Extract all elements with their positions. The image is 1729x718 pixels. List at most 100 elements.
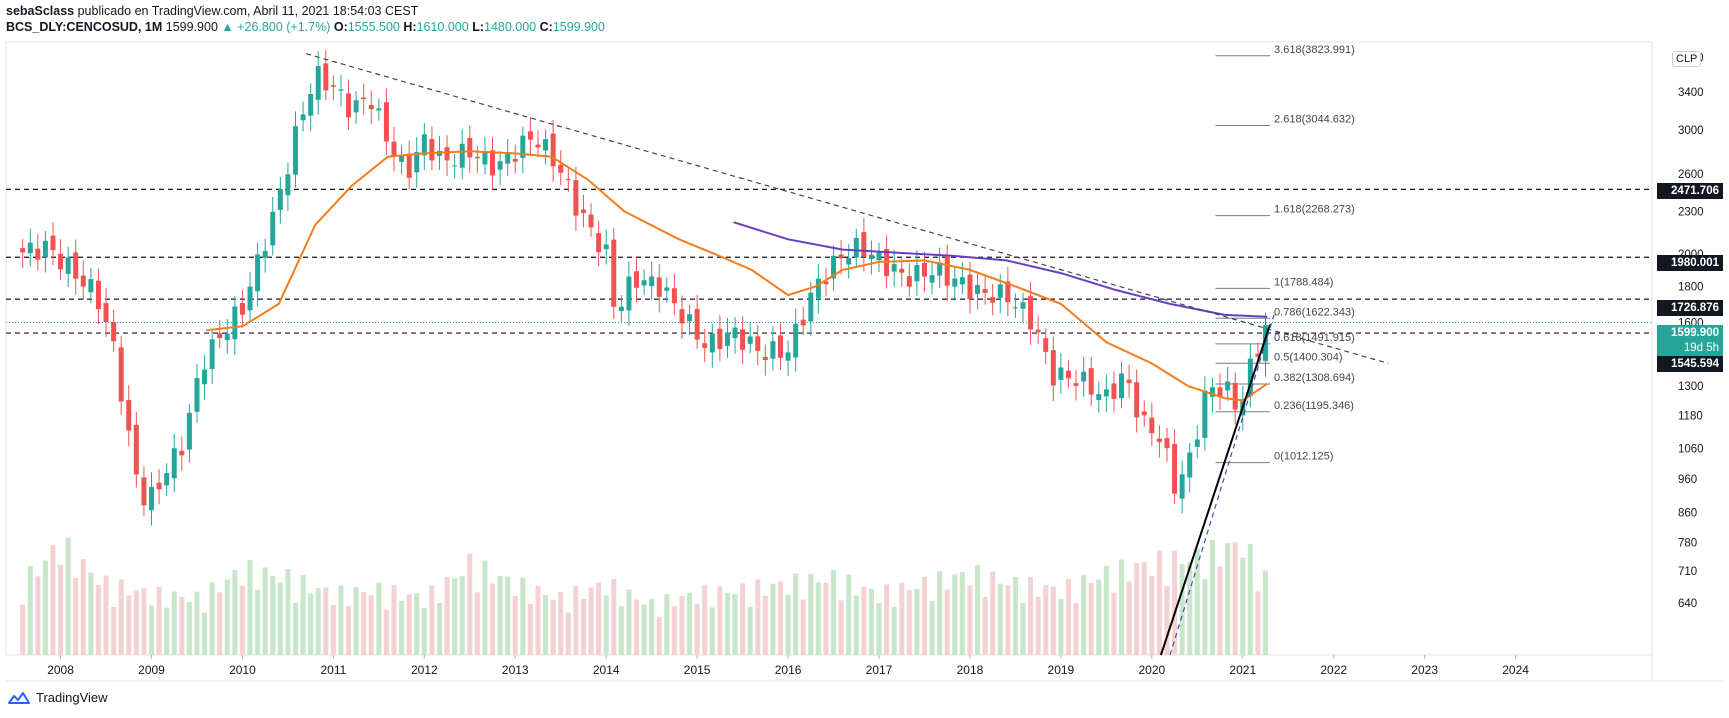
volume-bar bbox=[641, 604, 647, 655]
volume-bar bbox=[149, 605, 155, 655]
candle-body bbox=[611, 239, 617, 307]
time-tick-label: 2021 bbox=[1229, 663, 1256, 677]
volume-bar bbox=[277, 582, 283, 655]
candle-body bbox=[308, 93, 314, 116]
fib-level-label: 0.236(1195.346) bbox=[1274, 400, 1354, 412]
volume-bar bbox=[111, 606, 117, 655]
close-label: C: bbox=[539, 20, 553, 34]
price-tick-label: 1060 bbox=[1678, 444, 1704, 456]
candle-body bbox=[952, 278, 958, 287]
last-price-tag: 1599.900 bbox=[1657, 325, 1723, 341]
price-tag-2471: 2471.706 bbox=[1657, 183, 1723, 199]
volume-bar bbox=[975, 565, 981, 655]
candle-body bbox=[315, 66, 321, 100]
volume-bar bbox=[406, 594, 412, 655]
candle-body bbox=[603, 244, 609, 250]
volume-bar bbox=[793, 573, 799, 655]
volume-bar bbox=[831, 569, 837, 655]
volume-bar bbox=[884, 584, 890, 655]
candle-body bbox=[126, 399, 132, 431]
volume-bar bbox=[724, 593, 730, 655]
price-tick-label: 640 bbox=[1678, 598, 1697, 610]
fib-level-label: 0.382(1308.694) bbox=[1274, 372, 1355, 384]
volume-bar bbox=[550, 599, 556, 655]
candle-body bbox=[793, 323, 799, 358]
candle-body bbox=[656, 277, 662, 297]
candle-body bbox=[543, 139, 549, 151]
candle-body bbox=[20, 248, 26, 253]
candle-body bbox=[179, 450, 185, 456]
candle-body bbox=[73, 252, 79, 279]
price-tick-label: 3400 bbox=[1678, 87, 1704, 99]
candle-body bbox=[626, 276, 632, 311]
volume-bar bbox=[618, 606, 624, 655]
volume-bar bbox=[308, 593, 314, 655]
candle-body bbox=[232, 306, 238, 340]
volume-bar bbox=[1255, 591, 1261, 655]
fib-level-label: 0(1012.125) bbox=[1274, 451, 1333, 463]
volume-bar bbox=[770, 583, 776, 655]
candle-body bbox=[444, 147, 450, 161]
candle-body bbox=[391, 141, 397, 156]
candle-body bbox=[429, 139, 435, 161]
volume-bar bbox=[1149, 575, 1155, 655]
volume-bar bbox=[717, 586, 723, 655]
volume-bar bbox=[482, 560, 488, 655]
candle-body bbox=[368, 104, 374, 110]
time-tick-label: 2008 bbox=[47, 663, 74, 677]
price-tag-1980: 1980.001 bbox=[1657, 255, 1723, 271]
volume-bar bbox=[535, 585, 541, 655]
candle-body bbox=[679, 309, 685, 324]
price-change: ▲ +26.800 (+1.7%) bbox=[221, 20, 331, 34]
candle-body bbox=[1020, 302, 1026, 309]
volume-bar bbox=[376, 582, 382, 655]
volume-bar bbox=[80, 559, 86, 655]
candle-body bbox=[1005, 281, 1011, 303]
high-value: 1610.000 bbox=[416, 20, 469, 34]
volume-bar bbox=[740, 583, 746, 655]
volume-bar bbox=[929, 601, 935, 655]
volume-bar bbox=[868, 588, 874, 655]
price-tick-label: 2600 bbox=[1678, 169, 1704, 181]
currency-badge[interactable]: CLP bbox=[1672, 51, 1702, 67]
volume-bar bbox=[1028, 577, 1034, 655]
volume-bar bbox=[1232, 542, 1238, 655]
symbol-label[interactable]: BCS_DLY:CENCOSUD, 1M bbox=[6, 20, 163, 34]
price-tick-label: 1180 bbox=[1678, 411, 1703, 423]
volume-bar bbox=[202, 612, 208, 655]
volume-bar bbox=[368, 595, 374, 655]
volume-bar bbox=[20, 604, 26, 655]
low-value: 1480.000 bbox=[484, 20, 537, 34]
volume-bar bbox=[1096, 579, 1102, 655]
candle-body bbox=[1194, 439, 1200, 447]
candle-body bbox=[596, 233, 602, 253]
candle-body bbox=[558, 164, 564, 173]
volume-bar bbox=[361, 592, 367, 655]
volume-bar bbox=[838, 600, 844, 655]
candle-body bbox=[709, 333, 715, 353]
candle-body bbox=[664, 287, 670, 291]
time-tick-label: 2010 bbox=[229, 663, 256, 677]
candle-body bbox=[42, 240, 48, 258]
candle-body bbox=[80, 275, 86, 287]
volume-bar bbox=[952, 574, 958, 655]
tradingview-cloud-icon bbox=[8, 691, 30, 704]
volume-bar bbox=[444, 576, 450, 655]
tradingview-logo[interactable]: TradingView bbox=[6, 690, 108, 705]
volume-bar bbox=[156, 586, 162, 655]
candle-body bbox=[118, 347, 124, 402]
price-tick-label: 1800 bbox=[1678, 281, 1704, 293]
time-tick-label: 2020 bbox=[1138, 663, 1165, 677]
volume-bar bbox=[50, 545, 56, 655]
candle-body bbox=[967, 274, 973, 300]
time-tick-label: 2019 bbox=[1048, 663, 1075, 677]
volume-bar bbox=[853, 595, 859, 655]
volume-bar bbox=[58, 564, 64, 655]
candle-body bbox=[490, 150, 496, 176]
time-tick-label: 2015 bbox=[684, 663, 711, 677]
fib-level-label: 1(1788.484) bbox=[1274, 276, 1333, 288]
volume-bar bbox=[436, 603, 442, 655]
time-tick-label: 2012 bbox=[411, 663, 438, 677]
author-name[interactable]: sebaSclass bbox=[6, 4, 75, 18]
